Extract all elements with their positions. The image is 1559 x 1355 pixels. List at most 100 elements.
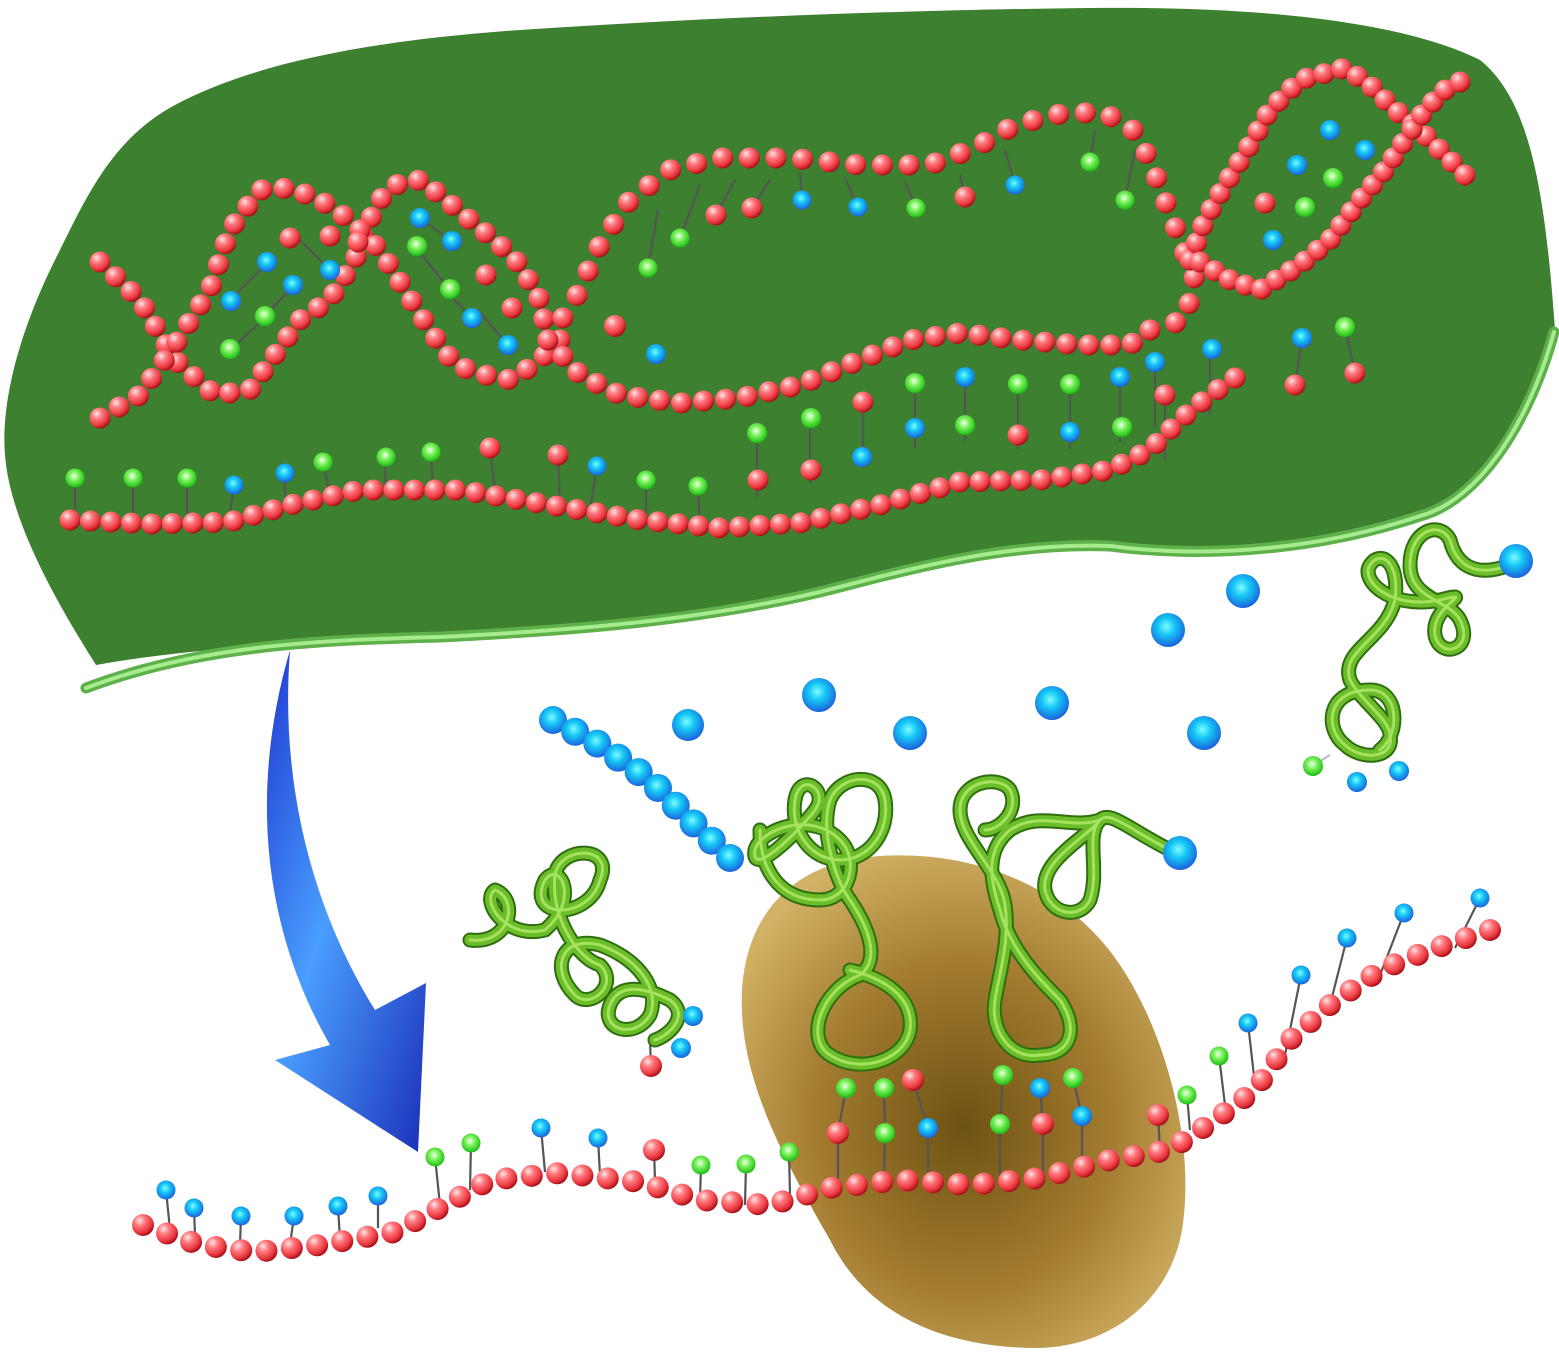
backbone-bead — [144, 315, 166, 337]
backbone-bead — [497, 368, 519, 390]
backbone-bead — [1191, 391, 1213, 413]
blue-base — [1145, 352, 1165, 372]
backbone-bead — [251, 179, 273, 201]
green-base — [1177, 1085, 1197, 1105]
backbone-bead — [386, 174, 408, 196]
ribosome — [741, 855, 1186, 1349]
backbone-bead — [1135, 142, 1157, 164]
backbone-bead — [1032, 1113, 1054, 1135]
backbone-bead — [448, 1185, 471, 1208]
backbone-bead — [230, 1239, 253, 1262]
backbone-bead — [903, 328, 925, 350]
backbone-bead — [1313, 63, 1335, 85]
backbone-bead — [949, 471, 971, 493]
backbone-bead — [969, 470, 991, 492]
backbone-bead — [100, 511, 122, 533]
green-base — [123, 468, 143, 488]
backbone-bead — [1074, 102, 1096, 124]
backbone-bead — [1160, 418, 1182, 440]
backbone-bead — [1318, 994, 1341, 1017]
blue-base — [646, 344, 666, 364]
backbone-bead — [546, 495, 568, 517]
green-base — [747, 423, 767, 443]
backbone-bead — [715, 388, 737, 410]
backbone-bead — [424, 479, 446, 501]
backbone-bead — [571, 1164, 594, 1187]
backbone-bead — [1228, 151, 1250, 173]
backbone-bead — [1454, 927, 1477, 950]
blue-base — [1110, 367, 1130, 387]
backbone-bead — [882, 336, 904, 358]
backbone-bead — [1078, 334, 1100, 356]
blue-base — [792, 190, 812, 210]
backbone-bead — [322, 485, 344, 507]
blue-base — [1202, 339, 1222, 359]
blue-base — [1030, 1078, 1050, 1098]
backbone-bead — [577, 260, 599, 282]
backbone-bead — [1031, 469, 1053, 491]
backbone-bead — [182, 512, 204, 534]
backbone-bead — [800, 369, 822, 391]
backbone-bead — [455, 358, 477, 380]
backbone-bead — [219, 382, 241, 404]
blue-base — [1355, 140, 1375, 160]
blue-base — [583, 729, 612, 758]
backbone-bead — [282, 493, 304, 515]
backbone-bead — [1051, 466, 1073, 488]
blue-base — [1060, 422, 1080, 442]
green-base — [65, 468, 85, 488]
blue-base — [661, 791, 690, 820]
backbone-bead — [627, 386, 649, 408]
backbone-bead — [479, 437, 501, 459]
backbone-bead — [120, 512, 142, 534]
green-base — [177, 468, 197, 488]
blue-base — [1291, 965, 1311, 985]
blue-base — [1187, 716, 1221, 750]
backbone-bead — [1449, 71, 1471, 93]
backbone-bead — [1154, 384, 1176, 406]
blue-base — [1072, 1106, 1092, 1126]
green-base — [993, 1065, 1013, 1085]
backbone-bead — [796, 1183, 819, 1206]
backbone-bead — [223, 510, 245, 532]
backbone-bead — [389, 271, 411, 293]
green-base — [874, 1078, 894, 1098]
blue-base — [368, 1186, 388, 1206]
backbone-bead — [922, 1171, 945, 1194]
backbone-bead — [738, 147, 760, 169]
blue-base — [320, 260, 340, 280]
backbone-bead — [1100, 334, 1122, 356]
backbone-bead — [331, 1230, 354, 1253]
backbone-bead — [79, 510, 101, 532]
backbone-bead — [190, 294, 212, 316]
backbone-bead — [729, 516, 751, 538]
backbone-bead — [334, 265, 356, 287]
backbone-bead — [1192, 215, 1214, 237]
backbone-bead — [850, 498, 872, 520]
backbone-bead — [871, 1171, 894, 1194]
arrow-shape — [266, 650, 426, 1152]
green-base — [1115, 190, 1135, 210]
backbone-bead — [242, 504, 264, 526]
backbone-bead — [924, 325, 946, 347]
backbone-bead — [1224, 367, 1246, 389]
green-base — [836, 1078, 856, 1098]
blue-base — [671, 1038, 691, 1058]
green-base — [636, 470, 656, 490]
backbone-bead — [586, 372, 608, 394]
backbone-bead — [1178, 293, 1200, 315]
blue-base — [156, 1180, 176, 1200]
molecule-beads — [59, 58, 1533, 1262]
backbone-bead — [1129, 444, 1151, 466]
blue-base — [802, 678, 836, 712]
backbone-bead — [1073, 1155, 1096, 1178]
backbone-bead — [671, 392, 693, 414]
backbone-bead — [302, 489, 324, 511]
blue-base — [955, 367, 975, 387]
backbone-bead — [968, 324, 990, 346]
backbone-bead — [1183, 267, 1205, 289]
blue-base — [1035, 686, 1069, 720]
backbone-bead — [695, 1189, 718, 1212]
backbone-bead — [537, 329, 559, 351]
backbone-bead — [332, 205, 354, 227]
